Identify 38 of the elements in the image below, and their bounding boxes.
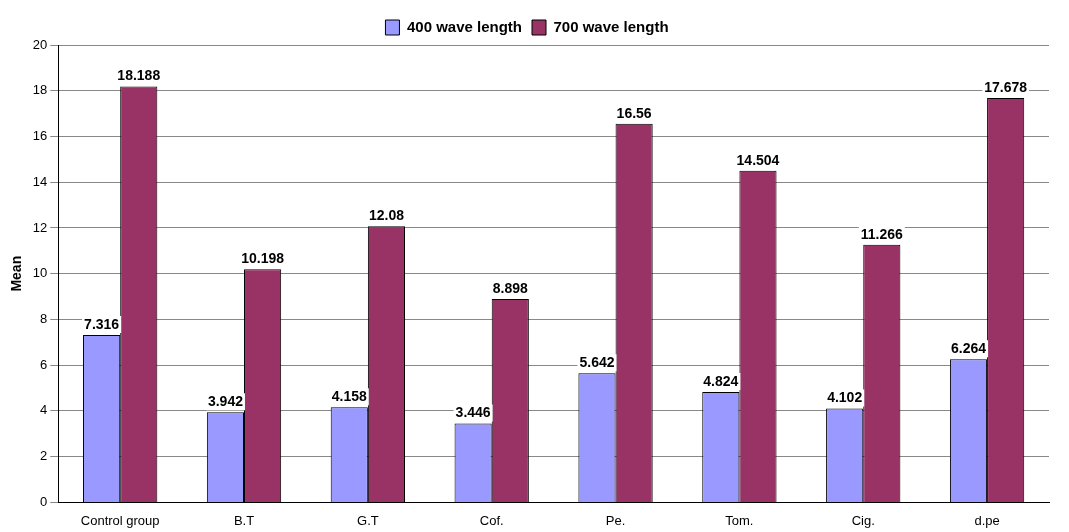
y-tick-label: 16	[32, 128, 48, 144]
data-label: 5.642	[579, 354, 615, 371]
y-tick-label: 18	[32, 82, 48, 98]
x-tick-label: Tom.	[725, 512, 754, 528]
x-tick-label: Pe.	[605, 512, 626, 528]
legend-label: 700 wave length	[553, 17, 669, 35]
y-tick-label: 10	[32, 265, 48, 281]
data-label: 10.198	[241, 250, 285, 267]
data-label: 4.824	[703, 372, 739, 389]
legend-label: 400 wave length	[406, 17, 523, 35]
x-tick-label: Cig.	[851, 512, 875, 528]
y-tick-label: 8	[40, 311, 48, 327]
data-label: 3.942	[207, 393, 244, 410]
x-tick-label: Control group	[80, 512, 160, 528]
x-tick-label: d.pe	[974, 512, 1000, 528]
x-tick-label: B.T	[233, 512, 255, 528]
data-label: 7.316	[84, 315, 120, 332]
y-tick-label: 0	[40, 493, 48, 509]
y-tick-label: 6	[40, 356, 48, 372]
y-tick-label: 12	[32, 219, 48, 235]
y-tick-label: 14	[32, 173, 48, 189]
data-label: 4.102	[827, 389, 863, 406]
data-label: 8.898	[492, 279, 529, 296]
data-label: 3.446	[455, 404, 491, 421]
data-label: 12.08	[368, 206, 405, 223]
y-tick-label: 4	[40, 402, 48, 418]
data-label: 16.56	[616, 104, 652, 121]
y-axis-title: Mean	[8, 255, 25, 292]
data-label: 6.264	[950, 340, 987, 356]
data-label: 11.266	[860, 225, 904, 242]
data-label: 18.188	[117, 67, 161, 84]
x-tick-label: Cof.	[479, 512, 504, 528]
data-label: 17.678	[984, 78, 1028, 95]
data-label: 4.158	[331, 388, 368, 405]
x-tick-label: G.T	[357, 512, 379, 528]
data-label: 14.504	[736, 151, 780, 168]
y-tick-label: 2	[40, 448, 48, 464]
y-tick-label: 20	[32, 36, 48, 52]
